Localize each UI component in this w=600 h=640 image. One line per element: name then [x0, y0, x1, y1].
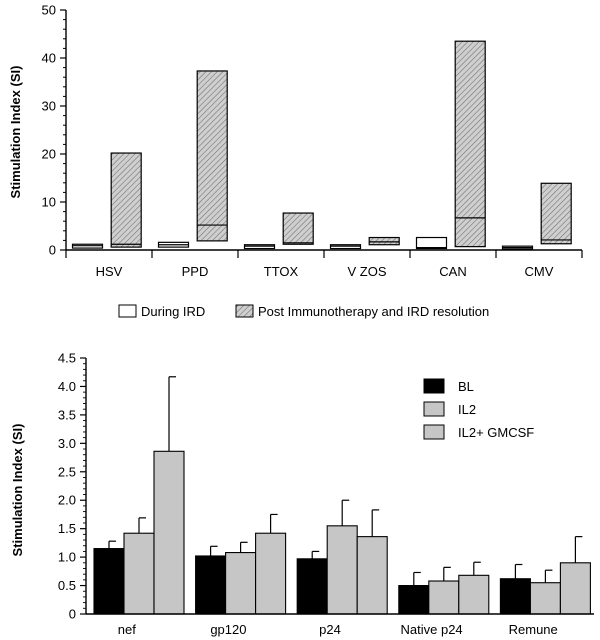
top-box-rect: [540, 182, 572, 245]
top-box-post-immunotherapy-and-ird-resolution-can: [454, 40, 486, 248]
bar-rect: [153, 450, 185, 615]
bar-bl-remune: [499, 563, 531, 615]
top-box-post-immunotherapy-and-ird-resolution-ttox: [282, 212, 314, 245]
bottom-y-axis-label: Stimulation Index (SI): [10, 424, 25, 557]
bottom-x-tick-label-native-p24: Native p24: [401, 622, 463, 637]
bar-rect: [458, 574, 490, 615]
bar-rect: [225, 552, 257, 615]
legend-swatch-during-ird: [118, 304, 137, 318]
top-box-rect: [368, 236, 400, 246]
bar-il2-remune: [529, 569, 561, 615]
legend-label-il2: IL2: [458, 402, 476, 417]
top-y-axis-label: Stimulation Index (SI): [8, 66, 23, 199]
bottom-x-tick-label-p24: p24: [319, 622, 341, 637]
bar-il2-native-p24: [428, 566, 460, 615]
bar-rect: [326, 525, 358, 615]
top-y-tick-label: 50: [42, 3, 56, 18]
legend-label-il2-gmcsf: IL2+ GMCSF: [458, 425, 534, 440]
bar-rect: [356, 536, 388, 615]
legend-swatch-post-immunotherapy: [235, 304, 254, 318]
legend-label-during-ird: During IRD: [141, 304, 205, 319]
bar-rect: [398, 585, 430, 615]
top-box-during-ird-v-zos: [329, 244, 362, 250]
top-y-tick-label: 10: [42, 195, 56, 210]
top-x-tick-label-v-zos: V ZOS: [347, 264, 386, 279]
bar-bl-gp120: [195, 545, 227, 615]
bottom-y-tick-label: 4.0: [58, 379, 76, 394]
bar-rect: [559, 562, 591, 615]
legend-swatch-bl: [423, 378, 445, 394]
top-box-rect: [196, 70, 228, 242]
top-legend: During IRD Post Immunotherapy and IRD re…: [118, 304, 489, 319]
bar-il2-gmcsf-p24: [356, 509, 388, 615]
bottom-y-tick-label: 3.0: [58, 436, 76, 451]
bar-il2-gmcsf-native-p24: [458, 561, 490, 615]
bar-il2-p24: [326, 499, 358, 615]
bar-il2-gmcsf-gp120: [255, 513, 287, 615]
top-y-tick-label: 30: [42, 99, 56, 114]
bottom-y-tick-label: 1.5: [58, 521, 76, 536]
bar-il2-gmcsf-nef: [153, 376, 185, 615]
top-x-tick-label-ttox: TTOX: [264, 264, 299, 279]
top-x-tick-label-hsv: HSV: [96, 264, 123, 279]
top-x-tick-label-ppd: PPD: [182, 264, 209, 279]
bottom-y-tick-label: 0.5: [58, 578, 76, 593]
legend-label-post-immunotherapy: Post Immunotherapy and IRD resolution: [258, 304, 489, 319]
top-y-tick-label: 20: [42, 147, 56, 162]
top-box-rect: [415, 236, 448, 250]
legend-label-bl: BL: [458, 379, 474, 394]
bar-rect: [255, 532, 287, 615]
bottom-y-tick-label: 0: [69, 607, 76, 622]
top-box-rect: [110, 152, 142, 248]
bar-il2-nef: [123, 517, 155, 615]
top-y-tick-label: 0: [49, 243, 56, 258]
bar-bl-nef: [93, 540, 125, 615]
top-box-post-immunotherapy-and-ird-resolution-hsv: [110, 152, 142, 248]
bottom-bar-chart: Stimulation Index (SI) 0 0.5 1.0 1.5 2.0 2.5 3…: [10, 351, 594, 637]
bar-rect: [428, 580, 460, 615]
top-box-post-immunotherapy-and-ird-resolution-ppd: [196, 70, 228, 242]
top-x-tick-label-can: CAN: [439, 264, 466, 279]
top-box-rect: [282, 212, 314, 245]
top-box-post-immunotherapy-and-ird-resolution-v-zos: [368, 236, 400, 246]
bottom-y-tick-label: 3.5: [58, 407, 76, 422]
bottom-legend: BL IL2 IL2+ GMCSF: [423, 378, 534, 440]
top-box-during-ird-ppd: [157, 241, 190, 248]
top-box-rect: [454, 40, 486, 248]
bar-rect: [296, 558, 328, 615]
legend-swatch-il2: [423, 401, 445, 417]
bar-rect: [195, 555, 227, 615]
bottom-y-tick-label: 1.0: [58, 550, 76, 565]
top-x-tick-label-cmv: CMV: [525, 264, 554, 279]
bottom-x-tick-label-nef: nef: [118, 622, 136, 637]
bar-rect: [499, 578, 531, 615]
top-box-during-ird-ttox: [243, 244, 276, 250]
bottom-y-tick-label: 2.0: [58, 493, 76, 508]
bar-rect: [123, 532, 155, 615]
bottom-y-tick-label: 4.5: [58, 351, 76, 366]
top-box-during-ird-cmv: [501, 245, 534, 250]
bottom-y-tick-label: 2.5: [58, 464, 76, 479]
top-box-post-immunotherapy-and-ird-resolution-cmv: [540, 182, 572, 245]
top-y-tick-label: 40: [42, 51, 56, 66]
bottom-x-tick-label-remune: Remune: [509, 622, 558, 637]
bar-rect: [93, 548, 125, 615]
bottom-x-tick-label-gp120: gp120: [210, 622, 246, 637]
bar-rect: [529, 582, 561, 615]
top-box-during-ird-hsv: [71, 243, 104, 249]
bar-bl-p24: [296, 550, 328, 615]
legend-swatch-il2-gmcsf: [423, 424, 445, 440]
bar-bl-native-p24: [398, 571, 430, 615]
bar-il2-gmcsf-remune: [559, 536, 591, 615]
bar-il2-gp120: [225, 541, 257, 615]
top-box-chart: Stimulation Index (SI) 0 10 20 30 40 50 HSV PPD…: [8, 3, 583, 319]
top-box-during-ird-can: [415, 236, 448, 250]
